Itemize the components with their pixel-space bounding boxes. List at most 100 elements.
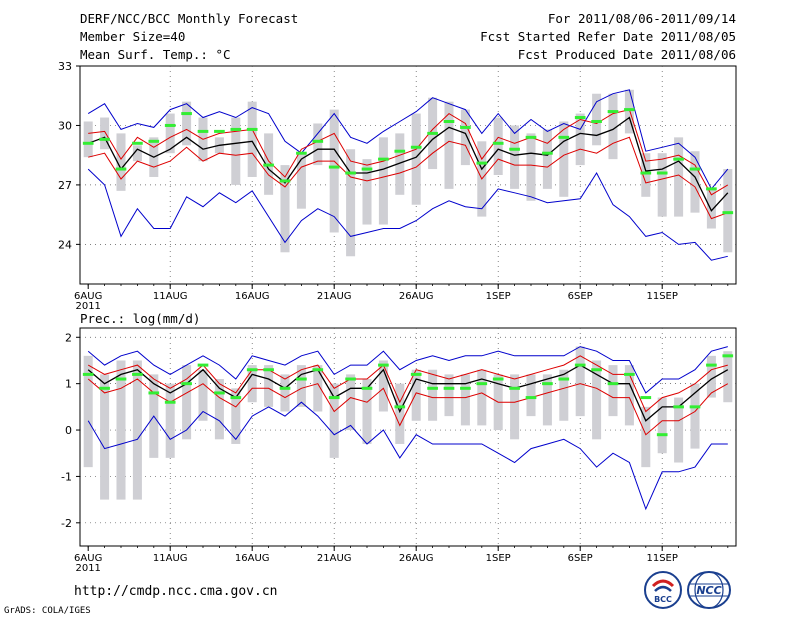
range-bar-temp <box>608 93 618 160</box>
median-marker-temp <box>312 139 324 143</box>
ncc-logo: NCC <box>686 570 732 614</box>
range-bar-temp <box>444 101 454 189</box>
range-bar-temp <box>526 133 536 201</box>
range-bar-prec <box>411 369 421 421</box>
range-bar-prec <box>329 383 339 458</box>
series-line-max-temp <box>87 89 729 190</box>
median-marker-temp <box>82 141 94 145</box>
median-marker-temp <box>706 187 717 191</box>
range-bar-prec <box>132 360 142 500</box>
x-tick-label-prec: 1SEP <box>486 553 511 564</box>
range-bar-temp <box>280 165 290 253</box>
y-tick-label-prec: -1 <box>61 470 72 483</box>
median-marker-temp <box>591 119 602 123</box>
range-bar-temp <box>706 188 716 229</box>
range-bar-temp <box>575 113 585 166</box>
range-bar-prec <box>395 383 405 444</box>
median-marker-prec <box>279 386 291 390</box>
footer-url[interactable]: http://cmdp.ncc.cma.gov.cn <box>74 584 278 599</box>
range-bar-prec <box>477 369 487 426</box>
plot-frame-temp <box>79 65 737 285</box>
range-bar-temp <box>395 133 405 195</box>
median-marker-temp <box>279 179 291 183</box>
range-bar-temp <box>542 129 552 189</box>
x-tick-label-temp: 6AUG <box>74 291 102 302</box>
y-tick-label-prec: 2 <box>65 331 72 344</box>
series-line-mean-temp <box>87 116 729 212</box>
x-year-label-temp: 2011 <box>75 301 100 312</box>
median-marker-prec <box>263 368 274 372</box>
plot-frame-prec <box>79 327 737 547</box>
median-marker-prec <box>197 363 209 367</box>
range-bar-prec <box>116 360 126 500</box>
range-bar-prec <box>690 383 700 449</box>
range-bar-prec <box>296 365 306 407</box>
range-bar-temp <box>674 137 684 217</box>
median-marker-prec <box>427 386 438 390</box>
series-line-mean-prec <box>87 364 729 422</box>
range-bar-prec <box>165 383 175 458</box>
x-tick-label-temp: 6SEP <box>568 291 593 302</box>
bcc-logo-text: BCC <box>654 595 672 604</box>
median-marker-prec <box>706 363 717 367</box>
range-bar-temp <box>100 117 110 150</box>
median-marker-temp <box>574 116 586 120</box>
range-bar-prec <box>428 369 438 421</box>
median-marker-prec <box>640 396 652 400</box>
range-bar-temp <box>411 113 421 205</box>
median-marker-temp <box>263 163 274 167</box>
range-bar-prec <box>198 369 208 421</box>
series-line-min-temp <box>87 168 728 261</box>
range-bar-prec <box>641 406 651 468</box>
median-marker-temp <box>542 151 553 155</box>
series-line-meansd-prec <box>87 378 729 436</box>
x-tick-label-prec: 21AUG <box>317 553 352 564</box>
median-marker-temp <box>214 129 225 133</box>
range-bar-prec <box>280 374 290 412</box>
median-marker-prec <box>525 396 537 400</box>
x-tick-label-prec: 6SEP <box>568 553 593 564</box>
median-marker-temp <box>410 145 422 149</box>
median-marker-prec <box>574 363 586 367</box>
median-marker-temp <box>164 123 176 127</box>
forecast-produced-date: Fcst Produced Date 2011/08/06 <box>517 47 736 62</box>
range-bar-temp <box>690 151 700 213</box>
range-bar-prec <box>460 374 470 426</box>
range-bar-temp <box>559 121 569 197</box>
median-marker-prec <box>410 372 422 376</box>
median-marker-temp <box>443 119 455 123</box>
y-tick-label-temp: 33 <box>58 60 72 73</box>
y-tick-label-prec: 1 <box>65 378 72 391</box>
x-tick-label-prec: 11AUG <box>153 553 188 564</box>
median-marker-temp <box>558 135 570 139</box>
median-marker-prec <box>542 382 553 386</box>
range-bar-prec <box>362 379 372 444</box>
range-bar-prec <box>214 379 224 440</box>
median-marker-prec <box>460 386 471 390</box>
median-marker-temp <box>115 167 127 171</box>
grads-credit: GrADS: COLA/IGES <box>4 606 91 616</box>
range-bar-prec <box>346 374 356 431</box>
median-marker-temp <box>328 165 340 169</box>
median-marker-prec <box>214 391 225 395</box>
median-marker-temp <box>525 135 537 139</box>
median-marker-prec <box>296 377 307 381</box>
median-marker-prec <box>509 386 520 390</box>
range-bar-prec <box>264 365 274 407</box>
median-marker-temp <box>230 127 242 131</box>
x-tick-label-prec: 6AUG <box>74 553 102 564</box>
range-bar-prec <box>378 360 388 412</box>
median-marker-prec <box>558 377 570 381</box>
bcc-logo: BCC <box>643 570 683 614</box>
y-tick-label-temp: 24 <box>58 238 72 251</box>
range-bar-temp <box>624 89 634 134</box>
range-bar-prec <box>657 397 667 454</box>
median-marker-temp <box>345 171 356 175</box>
median-marker-prec <box>115 377 127 381</box>
range-bar-temp <box>231 117 241 185</box>
range-bar-prec <box>608 365 618 417</box>
ncc-logo-text: NCC <box>696 584 721 597</box>
median-marker-temp <box>99 137 110 141</box>
median-marker-temp <box>394 149 406 153</box>
